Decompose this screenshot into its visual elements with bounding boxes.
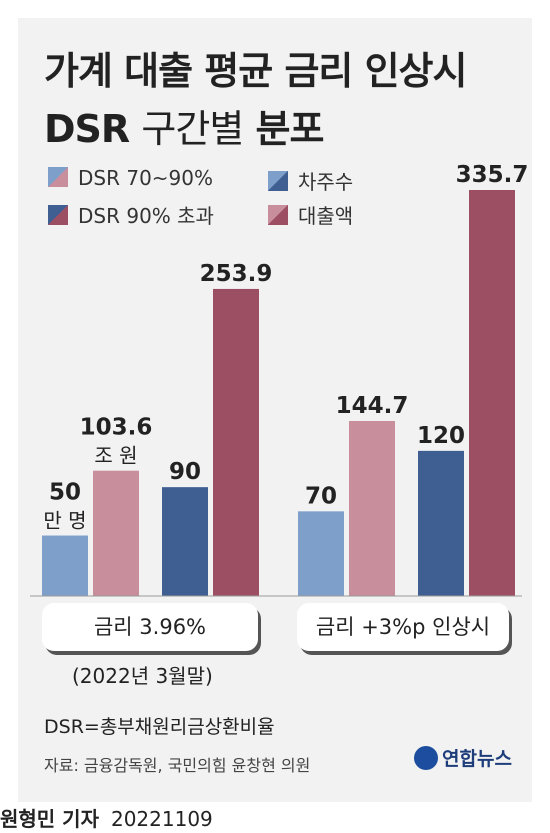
- legend-swatch-dsr-over-90: [48, 205, 68, 225]
- title-distribution: 분포: [255, 107, 325, 151]
- legend-item-dsr-70-90: DSR 70~90%: [48, 166, 213, 190]
- bar-dsr70-borrowers-0: [42, 535, 88, 596]
- byline-name: 원형민 기자: [0, 807, 99, 831]
- data-label-bar-dsr70-borrowers-0: 50: [49, 480, 81, 506]
- bar-dsr90-loans-0: [213, 288, 259, 596]
- data-label-bar-dsr70-loans-1: 144.7: [336, 393, 409, 419]
- legend-item-loans: 대출액: [268, 200, 353, 229]
- chart-title-line1: 가계 대출 평균 금리 인상시: [44, 49, 467, 93]
- data-label-bar-dsr90-loans-0: 253.9: [200, 261, 273, 287]
- source-note: 자료: 금융감독원, 국민의힘 윤창현 의원: [44, 756, 311, 775]
- data-label-bar-dsr70-loans-0: 103.6: [80, 415, 153, 441]
- bar-dsr70-borrowers-1: [298, 511, 344, 596]
- title-by-range: 구간별: [141, 107, 244, 151]
- dsr-definition: DSR=총부채원리금상환비율: [44, 716, 275, 738]
- unit-label-bar-dsr70-borrowers: 만 명: [43, 509, 86, 533]
- byline: 원형민 기자 20221109: [0, 803, 213, 832]
- legend-swatch-dsr-70-90: [48, 167, 68, 187]
- byline-date: 20221109: [110, 807, 213, 831]
- data-label-bar-dsr70-borrowers-1: 70: [305, 483, 337, 509]
- legend-item-borrowers: 차주수: [268, 166, 353, 195]
- category-label-rate-hike: 금리 +3%p 인상시: [297, 603, 509, 651]
- title-dsr: DSR: [44, 107, 130, 151]
- bar-dsr90-borrowers-1: [418, 450, 464, 596]
- date-note: (2022년 3월말): [72, 664, 213, 688]
- bar-dsr70-loans-1: [349, 420, 395, 596]
- legend-item-dsr-over-90: DSR 90% 초과: [48, 200, 214, 229]
- yonhap-logo-icon: [414, 746, 438, 770]
- unit-label-bar-dsr70-loans: 조 원: [94, 444, 137, 468]
- chart-title-line2: DSR 구간별 분포: [44, 98, 325, 153]
- data-label-bar-dsr90-loans-1: 335.7: [456, 162, 529, 188]
- category-label-current-rate: 금리 3.96%: [42, 603, 258, 651]
- legend-swatch-borrowers: [268, 171, 288, 191]
- legend-swatch-loans: [268, 205, 288, 225]
- data-label-bar-dsr90-borrowers-0: 90: [169, 459, 201, 485]
- bar-dsr70-loans-0: [93, 470, 139, 596]
- background-panel: [18, 18, 532, 802]
- data-label-bar-dsr90-borrowers-1: 120: [417, 423, 465, 449]
- yonhap-logo: 연합뉴스: [414, 744, 512, 771]
- bar-dsr90-borrowers-0: [162, 487, 208, 596]
- bar-dsr90-loans-1: [469, 190, 515, 596]
